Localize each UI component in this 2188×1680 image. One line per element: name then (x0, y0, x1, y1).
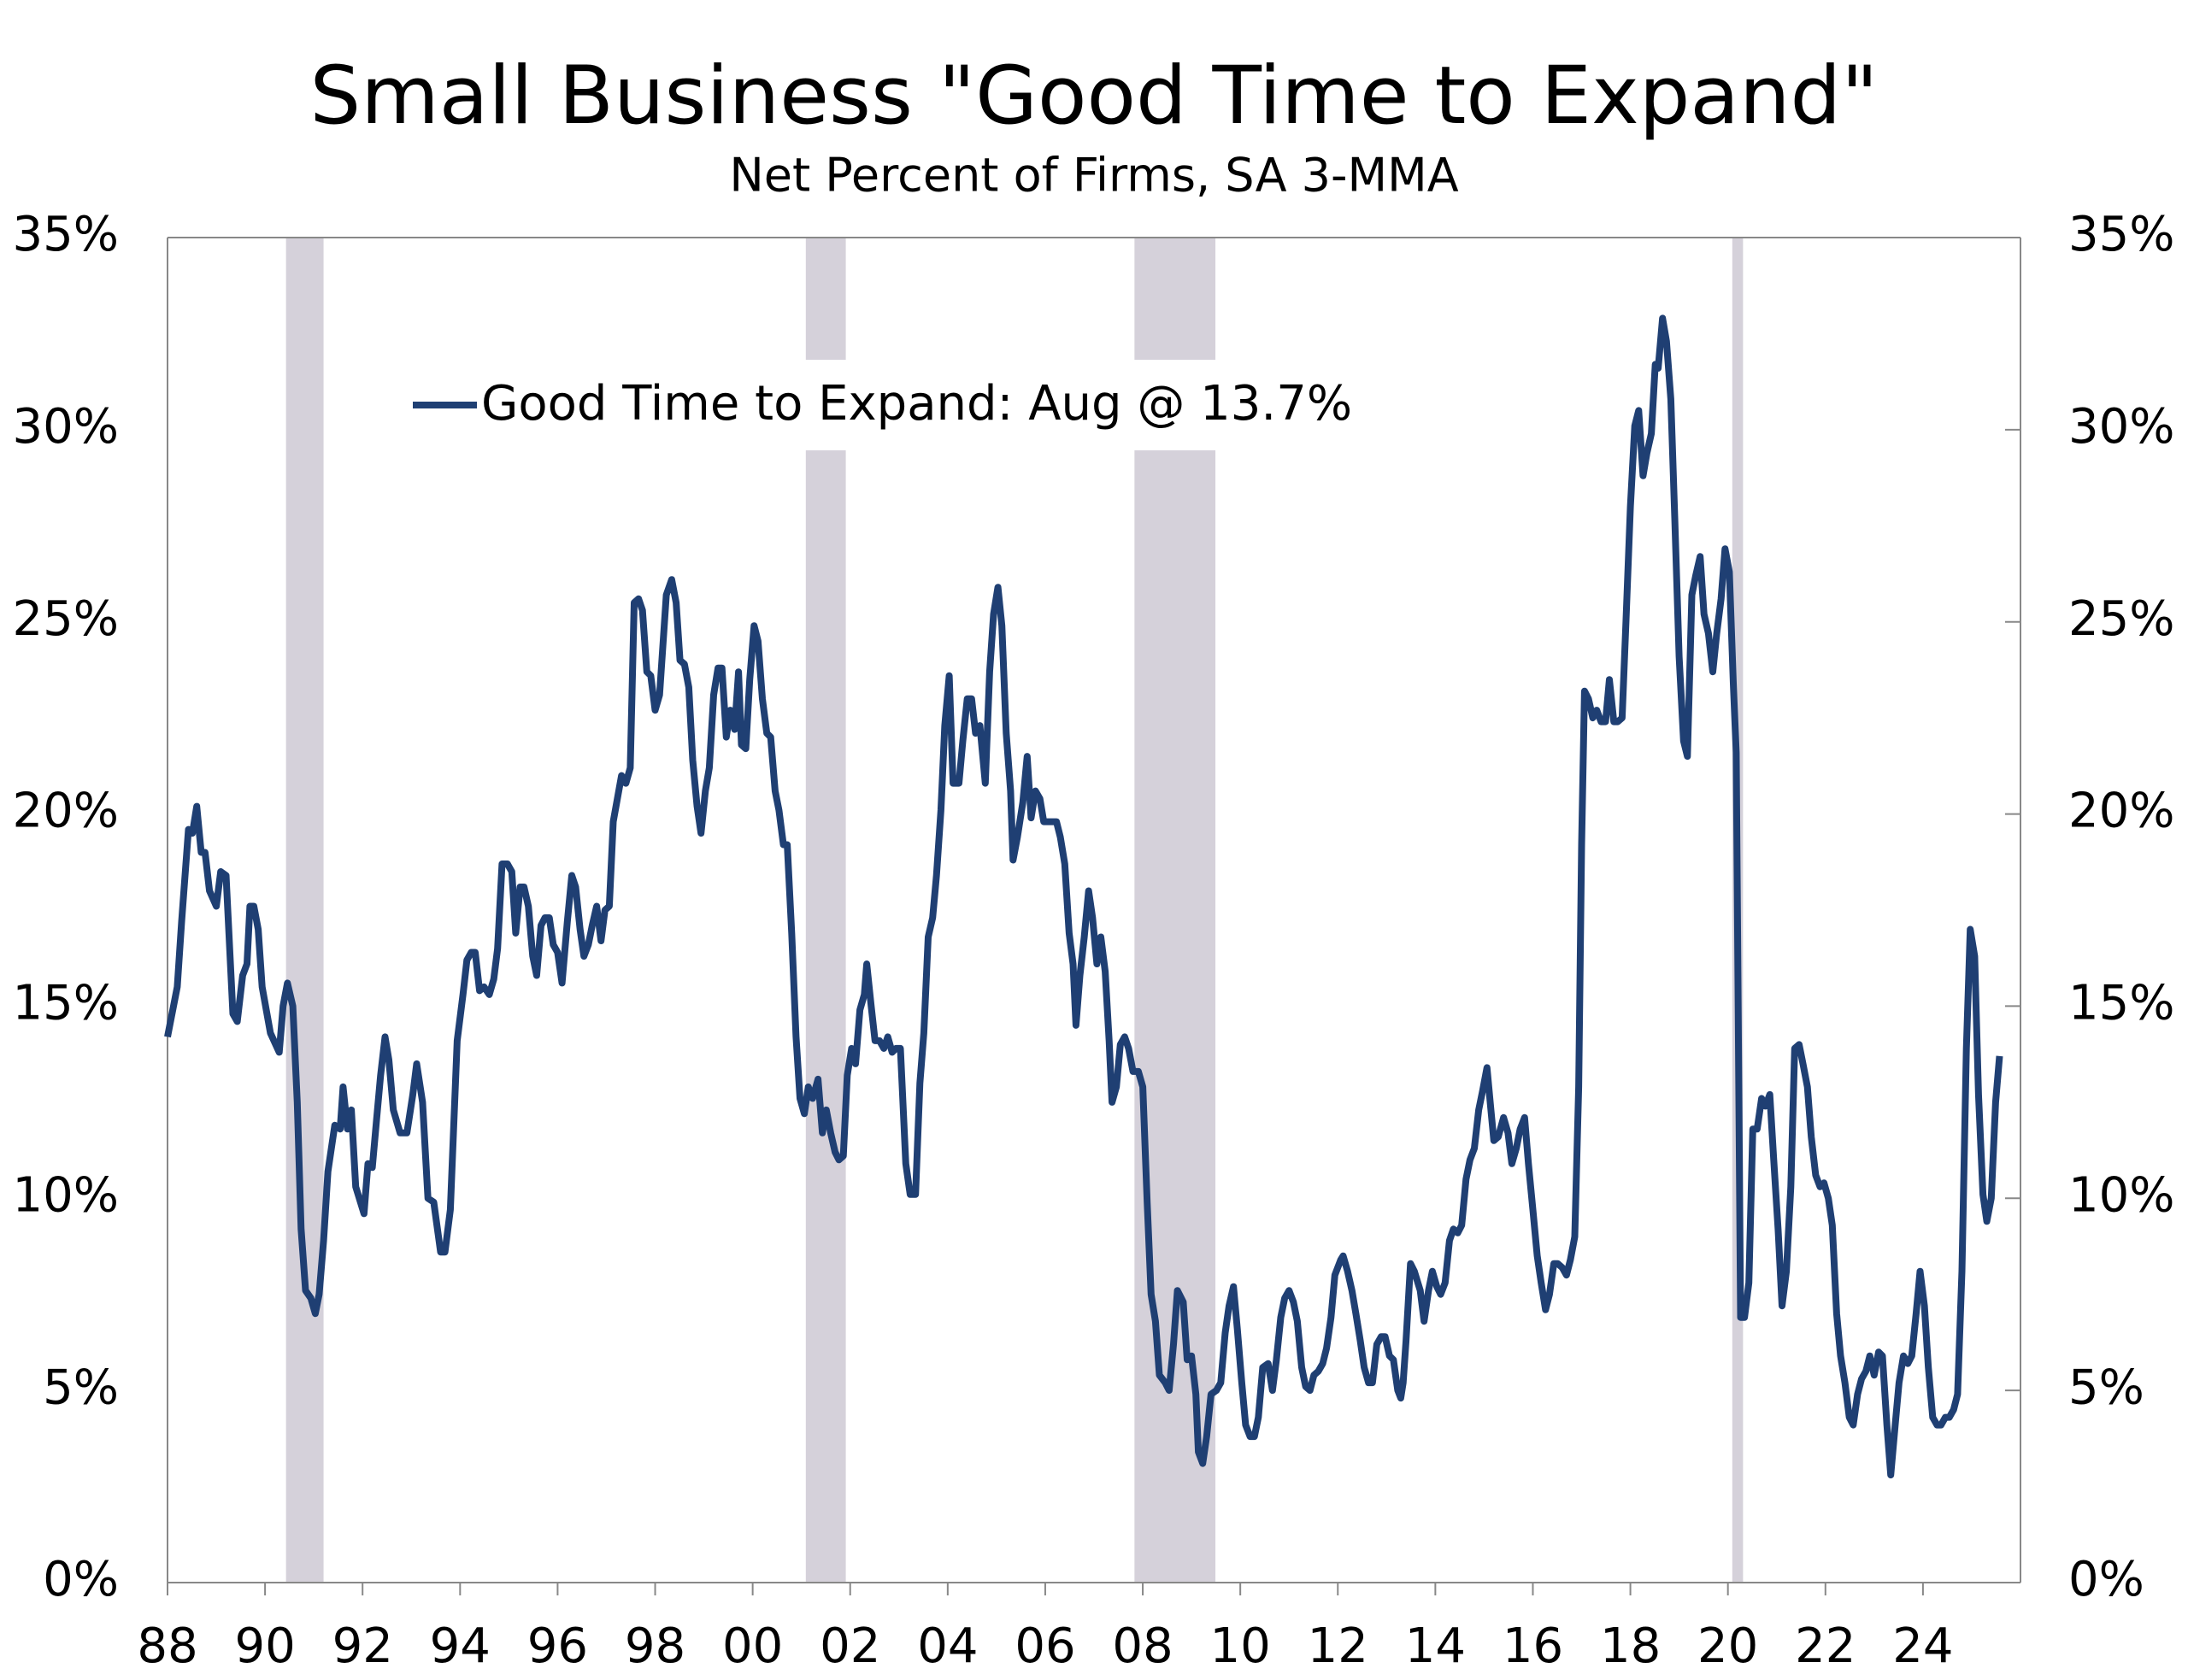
y2-tick-label: 20% (2068, 784, 2174, 839)
x-tick-label: 02 (820, 1618, 880, 1674)
x-tick-label: 24 (1892, 1618, 1953, 1674)
x-tick-label: 98 (625, 1618, 685, 1674)
axes-layer: 0% 0% 5% 5% 10% 10% 15% 15% 20% 20% 25% 25% 30% 30% 35… (13, 207, 2175, 1674)
x-tick-label: 10 (1210, 1618, 1271, 1674)
y2-tick-label: 30% (2068, 399, 2174, 455)
y2-tick-label: 25% (2068, 591, 2174, 647)
y2-tick-label: 15% (2068, 976, 2174, 1031)
recession-band (285, 238, 324, 1583)
x-tick-label: 14 (1405, 1618, 1466, 1674)
data-line (164, 314, 2003, 1479)
recession-band (805, 238, 846, 1583)
x-tick-label: 04 (917, 1618, 978, 1674)
plot-layer (164, 314, 2003, 1479)
y-tick-label: 0% (43, 1552, 119, 1607)
y-tick-label: 30% (13, 399, 119, 455)
x-tick-label: 00 (722, 1618, 783, 1674)
y2-tick-label: 5% (2068, 1360, 2144, 1415)
y2-tick-label: 10% (2068, 1167, 2174, 1223)
x-tick-label: 16 (1503, 1618, 1563, 1674)
x-tick-label: 88 (137, 1618, 197, 1674)
x-tick-label: 08 (1112, 1618, 1173, 1674)
x-tick-label: 92 (332, 1618, 393, 1674)
y2-tick-label: 0% (2068, 1552, 2144, 1607)
x-tick-label: 18 (1600, 1618, 1661, 1674)
x-tick-label: 96 (527, 1618, 588, 1674)
chart-title: Small Business "Good Time to Expand" (310, 50, 1879, 143)
y-tick-label: 15% (13, 976, 119, 1031)
x-tick-label: 22 (1795, 1618, 1856, 1674)
x-tick-label: 06 (1015, 1618, 1075, 1674)
y-tick-label: 35% (13, 207, 119, 262)
x-tick-label: 90 (234, 1618, 295, 1674)
legend-box (355, 360, 1449, 450)
recession-layer (285, 238, 1744, 1583)
legend-label: Good Time to Expand: Aug @ 13.7% (481, 376, 1352, 432)
x-tick-label: 20 (1697, 1618, 1758, 1674)
chart-subtitle: Net Percent of Firms, SA 3-MMA (729, 149, 1458, 203)
y-tick-label: 5% (43, 1360, 119, 1415)
y-tick-label: 25% (13, 591, 119, 647)
x-tick-label: 94 (430, 1618, 491, 1674)
y2-tick-label: 35% (2068, 207, 2174, 262)
x-tick-label: 12 (1308, 1618, 1368, 1674)
y-tick-label: 10% (13, 1167, 119, 1223)
y-tick-label: 20% (13, 784, 119, 839)
